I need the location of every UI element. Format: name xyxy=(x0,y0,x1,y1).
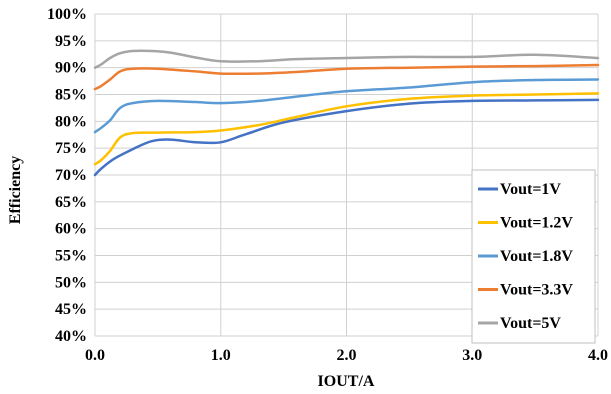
y-tick-label: 60% xyxy=(55,221,87,238)
legend-label: Vout=1.8V xyxy=(500,248,573,265)
y-axis-title: Efficiency xyxy=(7,156,24,224)
y-tick-label: 85% xyxy=(55,87,87,104)
x-tick-label: 1.0 xyxy=(211,347,231,364)
legend-label: Vout=1V xyxy=(500,181,561,198)
legend-label: Vout=3.3V xyxy=(500,282,573,299)
y-tick-label: 95% xyxy=(55,33,87,50)
y-tick-label: 50% xyxy=(55,274,87,291)
series-line-3 xyxy=(93,78,600,134)
x-tick-label: 3.0 xyxy=(462,347,482,364)
y-tick-label: 40% xyxy=(55,328,87,345)
legend: Vout=1V Vout=1.2V Vout=1.8V Vout=3.3V Vout=5… xyxy=(471,169,596,344)
x-tick-label: 0.0 xyxy=(85,347,105,364)
series-line-1 xyxy=(93,98,600,177)
y-tick-label: 45% xyxy=(55,301,87,318)
y-tick-label: 90% xyxy=(55,60,87,77)
series-line-4 xyxy=(93,63,600,91)
x-tick-label: 2.0 xyxy=(337,347,357,364)
y-tick-label: 75% xyxy=(55,140,87,157)
series-line-2 xyxy=(93,92,600,166)
y-tick-label: 65% xyxy=(55,194,87,211)
y-tick-label: 55% xyxy=(55,248,87,265)
y-tick-label: 80% xyxy=(55,113,87,130)
series-line-5 xyxy=(93,49,600,69)
series-lines xyxy=(93,49,600,177)
y-tick-label: 70% xyxy=(55,167,87,184)
legend-label: Vout=5V xyxy=(500,315,561,332)
legend-label: Vout=1.2V xyxy=(500,215,573,232)
y-tick-label: 100% xyxy=(47,6,87,23)
x-tick-label: 4.0 xyxy=(588,347,608,364)
tick-labels: 40% 45% 50% 55% 60% 65% 70% 75% 80% 85% 90% 95% 100%… xyxy=(47,6,608,364)
x-axis-title: IOUT/A xyxy=(318,373,375,390)
